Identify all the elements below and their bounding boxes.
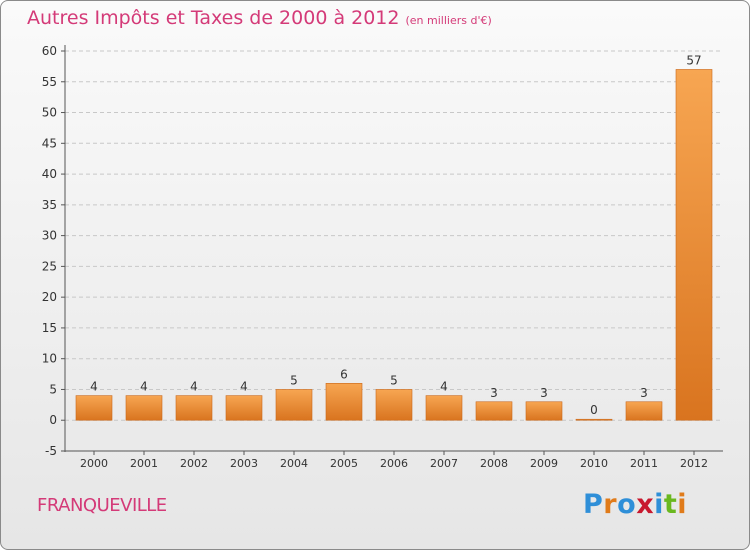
y-tick-label: 40 — [42, 167, 57, 181]
bar — [675, 69, 713, 421]
y-tick-label: 10 — [42, 352, 57, 366]
y-tick-label: 55 — [42, 75, 57, 89]
bar-value-label: 4 — [90, 380, 98, 394]
y-tick-label: 15 — [42, 321, 57, 335]
bar-value-label: 0 — [590, 403, 598, 417]
chart-subtitle: (en milliers d'€) — [405, 14, 492, 27]
bar — [125, 395, 163, 421]
x-tick-label: 2001 — [130, 457, 158, 470]
chart-title-block: Autres Impôts et Taxes de 2000 à 2012 (en… — [27, 7, 492, 29]
y-tick-label: 50 — [42, 106, 57, 120]
y-tick-label: 45 — [42, 136, 57, 150]
x-tick-label: 2007 — [430, 457, 458, 470]
x-tick-label: 2005 — [330, 457, 358, 470]
chart-title: Autres Impôts et Taxes de 2000 à 2012 — [27, 7, 400, 29]
y-tick-label: 20 — [42, 290, 57, 304]
x-tick-label: 2000 — [80, 457, 108, 470]
logo-letter: o — [617, 489, 637, 520]
y-tick-label: 5 — [49, 382, 57, 396]
bar — [275, 389, 313, 421]
bar — [375, 389, 413, 421]
y-tick-label: 35 — [42, 198, 57, 212]
bar-value-label: 4 — [190, 380, 198, 394]
bar-value-label: 3 — [490, 386, 498, 400]
x-tick-label: 2002 — [180, 457, 208, 470]
bar — [475, 401, 513, 421]
y-tick-label: 0 — [49, 413, 57, 427]
x-tick-label: 2003 — [230, 457, 258, 470]
bar — [525, 401, 563, 421]
x-tick-label: 2008 — [480, 457, 508, 470]
bar — [425, 395, 463, 421]
x-tick-label: 2004 — [280, 457, 308, 470]
logo-letter: i — [654, 489, 664, 520]
bar — [575, 418, 613, 421]
bar-value-label: 57 — [686, 53, 701, 67]
x-tick-label: 2009 — [530, 457, 558, 470]
bar — [225, 395, 263, 421]
bar — [625, 401, 663, 421]
proxiti-logo: Proxiti — [583, 489, 687, 520]
logo-letter: i — [677, 489, 688, 520]
x-tick-label: 2006 — [380, 457, 408, 470]
x-tick-label: 2011 — [630, 457, 658, 470]
bar-value-label: 4 — [140, 380, 148, 394]
x-tick-label: 2010 — [580, 457, 608, 470]
bar — [325, 383, 363, 421]
bar — [75, 395, 113, 421]
logo-letter: t — [663, 489, 678, 520]
bar-value-label: 6 — [340, 367, 348, 381]
bar — [175, 395, 213, 421]
logo-letter: P — [583, 489, 604, 520]
y-tick-label: -5 — [45, 444, 57, 458]
bar-value-label: 5 — [290, 373, 298, 387]
location-label: FRANQUEVILLE — [37, 495, 167, 516]
y-tick-label: 30 — [42, 229, 57, 243]
logo-letter: r — [603, 489, 618, 520]
bar-value-label: 4 — [240, 380, 248, 394]
y-tick-label: 25 — [42, 259, 57, 273]
bar-value-label: 4 — [440, 380, 448, 394]
logo-letter: x — [636, 489, 655, 520]
bar-value-label: 3 — [640, 386, 648, 400]
y-tick-label: 60 — [42, 44, 57, 58]
bar-value-label: 5 — [390, 373, 398, 387]
bar-value-label: 3 — [540, 386, 548, 400]
x-tick-label: 2012 — [680, 457, 708, 470]
